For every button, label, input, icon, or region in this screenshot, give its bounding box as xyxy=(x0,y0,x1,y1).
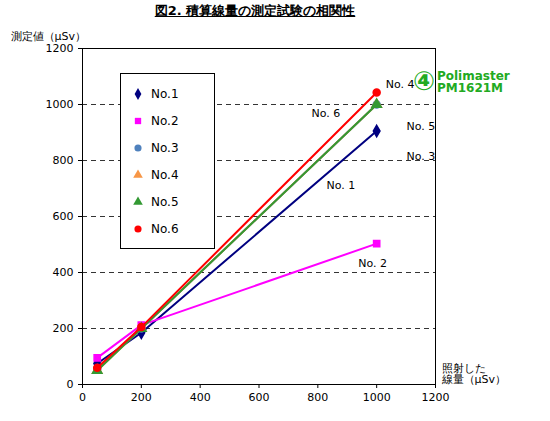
html-text:No.3: No.3 xyxy=(151,140,179,155)
svg-text:1000: 1000 xyxy=(46,98,74,111)
svg-text:No. 4: No. 4 xyxy=(386,78,415,91)
svg-text:1200: 1200 xyxy=(46,42,74,55)
svg-text:④: ④ xyxy=(413,66,435,96)
svg-text:No. 6: No. 6 xyxy=(311,107,340,120)
html-text:図2. 積算線量の測定試験の相関性: 図2. 積算線量の測定試験の相関性 xyxy=(154,3,356,18)
svg-text:PolimasterPM1621M: PolimasterPM1621M xyxy=(437,69,510,95)
svg-text:800: 800 xyxy=(307,391,328,404)
svg-text:400: 400 xyxy=(190,391,211,404)
svg-text:0: 0 xyxy=(67,378,74,391)
html-text:No.6: No.6 xyxy=(151,221,179,236)
svg-text:0: 0 xyxy=(79,391,86,404)
svg-text:200: 200 xyxy=(131,391,152,404)
svg-text:1200: 1200 xyxy=(422,391,450,404)
svg-text:No. 3: No. 3 xyxy=(406,150,435,163)
svg-text:1000: 1000 xyxy=(363,391,391,404)
svg-text:400: 400 xyxy=(53,266,74,279)
svg-text:No. 1: No. 1 xyxy=(326,179,355,192)
svg-text:600: 600 xyxy=(53,210,74,223)
svg-text:No. 2: No. 2 xyxy=(358,257,387,270)
html-text:No.1: No.1 xyxy=(151,86,179,101)
svg-text:測定値（μSv）: 測定値（μSv） xyxy=(11,30,87,43)
svg-text:No. 5: No. 5 xyxy=(406,120,435,133)
html-text:No.2: No.2 xyxy=(151,113,179,128)
svg-text:600: 600 xyxy=(249,391,270,404)
svg-text:200: 200 xyxy=(53,322,74,335)
svg-text:800: 800 xyxy=(53,154,74,167)
html-text:No.4: No.4 xyxy=(151,167,179,182)
html-text:No.5: No.5 xyxy=(151,194,179,209)
svg-text:照射した線量（μSv）: 照射した線量（μSv） xyxy=(441,362,507,386)
